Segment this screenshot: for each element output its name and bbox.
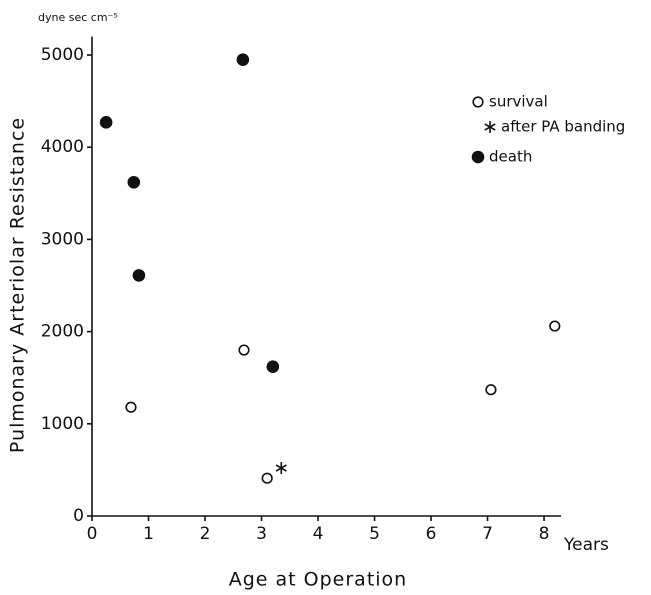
- legend-marker: [471, 150, 485, 164]
- x-tick-label: 2: [200, 524, 211, 544]
- x-tick-label: 1: [143, 524, 154, 544]
- point: [127, 175, 141, 189]
- x-tick-label: 7: [482, 524, 493, 544]
- point: [236, 53, 250, 66]
- x-unit: Years: [563, 535, 609, 555]
- x-tick-label: 8: [539, 524, 550, 544]
- point: [132, 269, 146, 282]
- point: [266, 360, 280, 373]
- asterisk-stroke: [275, 464, 287, 472]
- legend-label: after PA banding: [501, 118, 625, 136]
- y-tick-label: 2000: [41, 322, 84, 342]
- legend-label: death: [489, 148, 532, 166]
- x-tick-label: 5: [369, 524, 380, 544]
- point: [549, 320, 561, 332]
- point: [238, 344, 250, 356]
- point: [275, 462, 287, 475]
- asterisk-stroke: [484, 123, 496, 131]
- y-unit: dyne sec cm⁻⁵: [38, 11, 118, 24]
- point: [261, 472, 273, 484]
- legend-label: survival: [489, 93, 548, 111]
- y-tick-label: 1000: [41, 414, 84, 434]
- legend-marker: [484, 121, 496, 133]
- x-tick-label: 3: [256, 524, 267, 544]
- y-tick-label: 0: [73, 506, 84, 526]
- x-tick-label: 6: [426, 524, 437, 544]
- y-axis-title: Pulmonary Arteriolar Resistance: [7, 117, 29, 453]
- x-axis-title: Age at Operation: [229, 569, 407, 591]
- y-tick-label: 5000: [41, 45, 84, 65]
- y-tick-label: 4000: [41, 137, 84, 157]
- point: [99, 116, 113, 129]
- legend-marker: [472, 96, 484, 108]
- y-tick-label: 3000: [41, 229, 84, 249]
- point: [125, 401, 137, 413]
- x-tick-label: 4: [313, 524, 324, 544]
- x-tick-label: 0: [87, 524, 98, 544]
- point: [485, 384, 497, 396]
